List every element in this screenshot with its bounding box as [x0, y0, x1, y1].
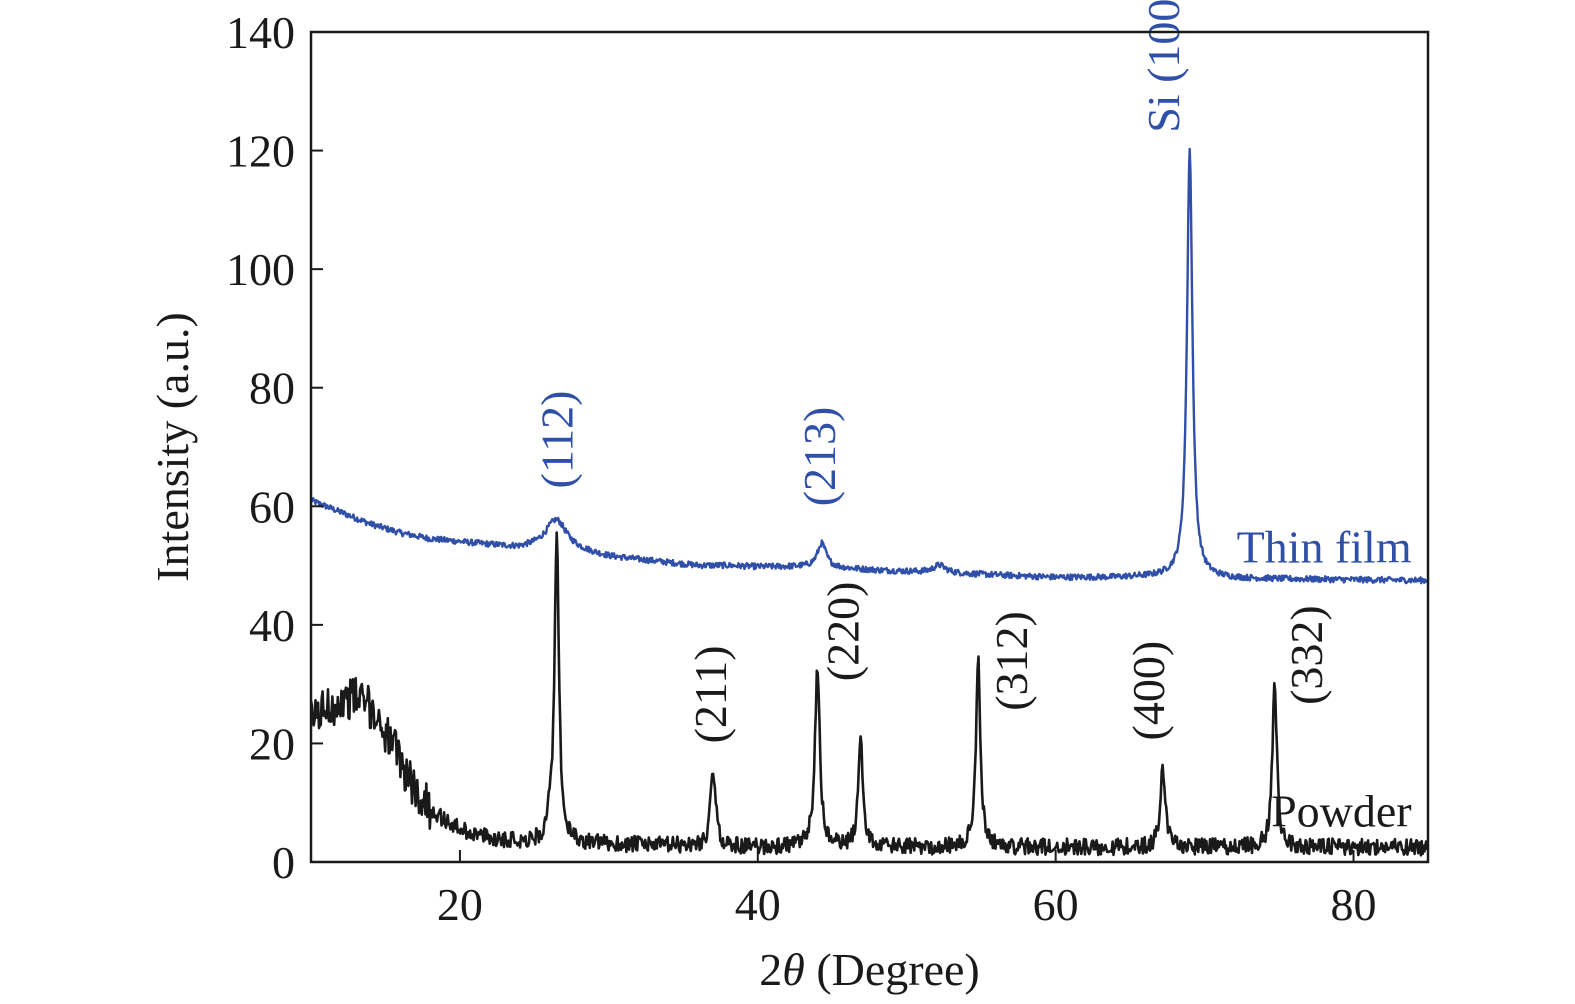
x-tick-label: 60 [1033, 879, 1079, 930]
peak-annotation: Si (100) [1138, 0, 1189, 133]
x-tick-label: 80 [1331, 879, 1377, 930]
peak-annotation: (112) [532, 391, 583, 489]
series-line-powder [309, 531, 1430, 857]
series-label: Powder [1271, 785, 1412, 836]
y-tick-label: 40 [249, 600, 295, 651]
y-tick-label: 60 [249, 481, 295, 532]
y-tick-label: 80 [249, 363, 295, 414]
series-layer [309, 147, 1430, 857]
x-tick-label: 40 [735, 879, 781, 930]
annotation-layer: Si (100) (112) (213) (211) (220) (312) (400) (3… [532, 0, 1412, 836]
x-axis-title: 2θ (Degree) [759, 944, 980, 995]
tick-layer: 20 40 60 80 0 20 40 60 80 100 120 140 [226, 7, 1377, 930]
peak-annotation: (332) [1281, 605, 1332, 705]
peak-annotation: (312) [986, 611, 1037, 711]
y-tick-label: 0 [272, 837, 295, 888]
peak-annotation: (400) [1123, 641, 1174, 741]
x-tick-label: 20 [437, 879, 483, 930]
y-tick-label: 140 [226, 7, 295, 58]
y-axis-title: Intensity (a.u.) [147, 312, 198, 582]
y-tick-label: 100 [226, 244, 295, 295]
peak-annotation: (213) [794, 407, 845, 507]
plot-area-frame [309, 30, 1430, 864]
y-tick-label: 120 [226, 126, 295, 177]
peak-annotation: (211) [685, 645, 736, 743]
y-tick-label: 20 [249, 718, 295, 769]
series-label: Thin film [1237, 522, 1412, 573]
series-line-thin-film [309, 147, 1429, 585]
peak-annotation: (220) [818, 582, 869, 682]
